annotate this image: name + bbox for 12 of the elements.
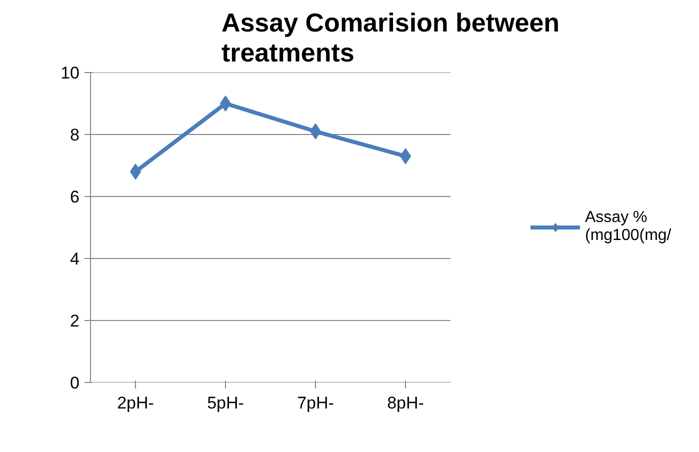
x-tick-label: 2pH- (117, 394, 154, 412)
y-tick-label: 8 (70, 126, 80, 144)
x-tick-label: 5pH- (207, 394, 244, 412)
y-tick-label: 10 (60, 64, 80, 82)
x-tick-label: 8pH- (387, 394, 424, 412)
y-tick-label: 0 (70, 374, 80, 392)
x-tick-label: 7pH- (297, 394, 334, 412)
y-tick-label: 6 (70, 188, 80, 206)
legend-label: Assay % (mg100(mg/ (585, 209, 672, 245)
y-tick-label: 4 (70, 250, 80, 268)
y-tick-label: 2 (70, 312, 80, 330)
chart-title: Assay Comarision between treatments (221, 8, 560, 68)
